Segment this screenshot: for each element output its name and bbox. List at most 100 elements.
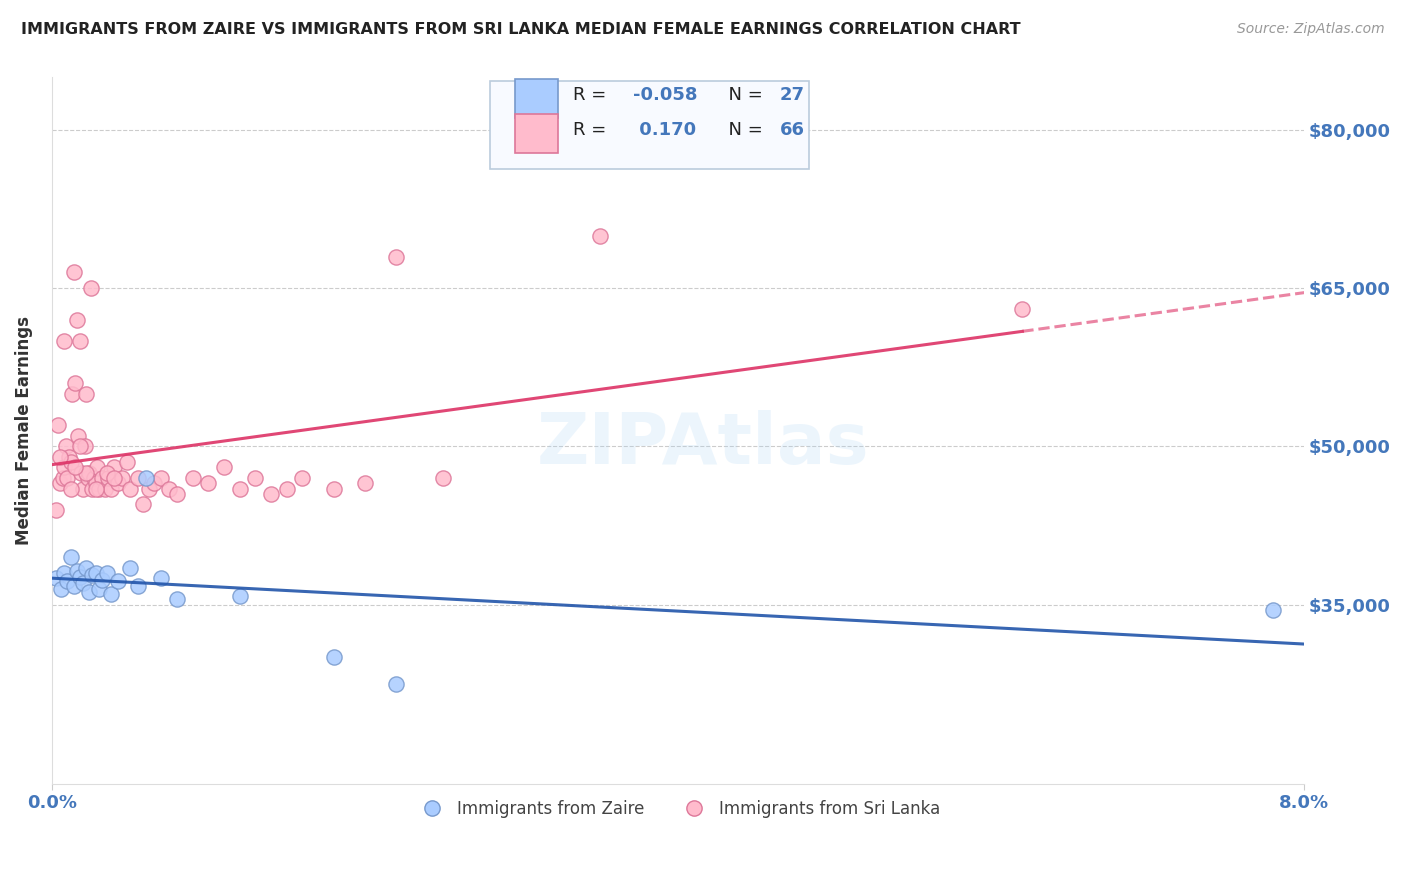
- Point: [228, 482, 250, 496]
- Point: [48, 476, 70, 491]
- Point: [59, 550, 82, 565]
- Point: [103, 460, 125, 475]
- Point: [56, 471, 79, 485]
- Point: [69, 334, 91, 348]
- Point: [66, 564, 89, 578]
- Point: [65, 376, 87, 391]
- Point: [385, 250, 408, 264]
- Point: [94, 482, 117, 496]
- Point: [73, 439, 96, 453]
- Point: [75, 466, 97, 480]
- Point: [72, 482, 94, 496]
- Point: [96, 466, 118, 480]
- Point: [322, 482, 344, 496]
- Point: [83, 471, 105, 485]
- Point: [90, 471, 112, 485]
- Point: [65, 460, 87, 475]
- Point: [97, 471, 120, 485]
- Text: ZIPAtlas: ZIPAtlas: [537, 410, 869, 479]
- Point: [157, 482, 180, 496]
- Point: [131, 497, 153, 511]
- Point: [86, 460, 108, 475]
- Point: [62, 578, 84, 592]
- Point: [82, 482, 104, 496]
- Text: -0.058: -0.058: [633, 86, 697, 103]
- Point: [166, 487, 188, 501]
- Point: [59, 482, 82, 496]
- Point: [103, 471, 125, 485]
- Text: R =: R =: [572, 86, 612, 103]
- Point: [100, 587, 122, 601]
- Point: [212, 460, 235, 475]
- Text: Source: ZipAtlas.com: Source: ZipAtlas.com: [1237, 22, 1385, 37]
- Point: [181, 471, 204, 485]
- FancyBboxPatch shape: [491, 81, 810, 169]
- FancyBboxPatch shape: [515, 114, 558, 153]
- Point: [118, 482, 141, 496]
- Point: [589, 228, 612, 243]
- Point: [76, 471, 98, 485]
- Point: [385, 676, 408, 690]
- Point: [115, 455, 138, 469]
- Text: N =: N =: [717, 121, 768, 139]
- Point: [100, 482, 122, 496]
- Y-axis label: Median Female Earnings: Median Female Earnings: [15, 316, 32, 545]
- Point: [260, 487, 283, 501]
- Point: [107, 574, 129, 589]
- Point: [56, 574, 79, 589]
- Point: [84, 476, 107, 491]
- Point: [70, 466, 93, 480]
- Text: IMMIGRANTS FROM ZAIRE VS IMMIGRANTS FROM SRI LANKA MEDIAN FEMALE EARNINGS CORREL: IMMIGRANTS FROM ZAIRE VS IMMIGRANTS FROM…: [21, 22, 1021, 37]
- Point: [111, 471, 134, 485]
- Text: N =: N =: [717, 86, 768, 103]
- Point: [53, 460, 76, 475]
- FancyBboxPatch shape: [515, 78, 558, 118]
- Point: [276, 482, 298, 496]
- Point: [49, 582, 72, 596]
- Point: [245, 471, 267, 485]
- Point: [79, 585, 101, 599]
- Point: [87, 482, 110, 496]
- Point: [66, 313, 89, 327]
- Point: [82, 568, 104, 582]
- Point: [228, 589, 250, 603]
- Point: [52, 471, 75, 485]
- Text: 27: 27: [779, 86, 804, 103]
- Legend: Immigrants from Zaire, Immigrants from Sri Lanka: Immigrants from Zaire, Immigrants from S…: [409, 794, 948, 825]
- Point: [118, 560, 141, 574]
- Point: [48, 450, 70, 464]
- Text: 66: 66: [779, 121, 804, 139]
- Point: [53, 566, 76, 580]
- Point: [127, 578, 149, 592]
- Point: [60, 386, 83, 401]
- Point: [46, 418, 69, 433]
- Point: [197, 476, 219, 491]
- Point: [72, 576, 94, 591]
- Point: [142, 476, 165, 491]
- Point: [67, 429, 90, 443]
- Point: [58, 450, 80, 464]
- Point: [84, 482, 107, 496]
- Text: R =: R =: [572, 121, 612, 139]
- Point: [45, 571, 67, 585]
- Point: [127, 471, 149, 485]
- Point: [322, 650, 344, 665]
- Point: [166, 592, 188, 607]
- Point: [87, 582, 110, 596]
- Point: [55, 439, 77, 453]
- Point: [75, 386, 97, 401]
- Point: [59, 455, 82, 469]
- Point: [150, 571, 173, 585]
- Point: [1011, 302, 1033, 317]
- Point: [96, 566, 118, 580]
- Point: [53, 334, 76, 348]
- Point: [432, 471, 454, 485]
- Point: [75, 560, 97, 574]
- Point: [150, 471, 173, 485]
- Point: [45, 502, 67, 516]
- Point: [138, 482, 160, 496]
- Point: [353, 476, 375, 491]
- Point: [107, 476, 129, 491]
- Point: [291, 471, 314, 485]
- Point: [80, 281, 103, 295]
